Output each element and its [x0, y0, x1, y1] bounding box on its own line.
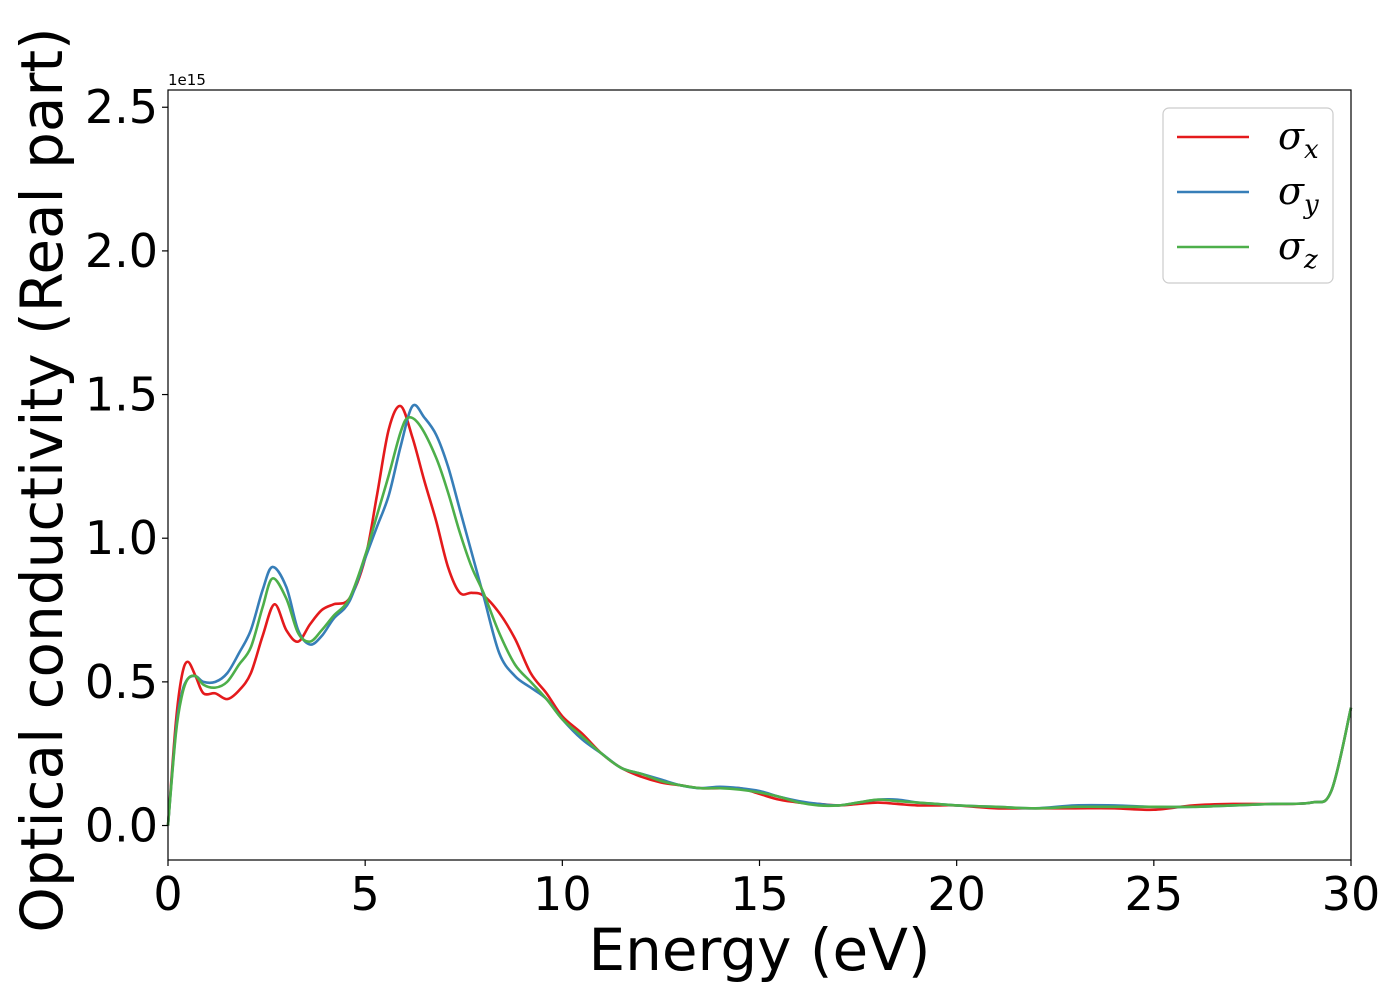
legend-symbol: σ: [1278, 114, 1305, 158]
y-tick-label: 1.5: [85, 368, 158, 422]
x-tick-label: 0: [153, 867, 182, 921]
y-axis-title: Optical conductivity (Real part): [8, 27, 76, 932]
legend-label-x: σx: [1278, 114, 1319, 165]
y-tick-label: 2.5: [85, 80, 158, 134]
legend-symbol: σ: [1278, 169, 1305, 213]
y-tick-label: 2.0: [85, 224, 158, 278]
legend-label-z: σz: [1278, 224, 1318, 275]
legend-subscript: x: [1304, 135, 1319, 165]
legend-box: [1162, 107, 1334, 284]
y-tick-label: 0.5: [85, 655, 158, 709]
y-offset-label: 1e15: [168, 71, 206, 89]
y-tick-label: 0.0: [85, 799, 158, 853]
legend-subscript: y: [1303, 190, 1319, 220]
legend-subscript: z: [1303, 245, 1318, 275]
series-layer: [166, 403, 1353, 826]
legend-symbol: σ: [1278, 224, 1305, 268]
series-line-x: [166, 404, 1353, 826]
x-tick-label: 20: [927, 867, 986, 921]
series-line-z: [166, 416, 1353, 826]
x-tick-label: 25: [1125, 867, 1184, 921]
legend-label-y: σy: [1278, 169, 1319, 220]
y-axis: 0.0 0.5 1.0 1.5 2.0 2.5: [85, 80, 168, 853]
x-tick-label: 10: [533, 867, 592, 921]
x-tick-label: 30: [1322, 867, 1381, 921]
x-axis-title: Energy (eV): [588, 916, 930, 984]
x-axis: 0 5 10 15 20 25 30: [153, 860, 1380, 921]
x-tick-label: 15: [730, 867, 789, 921]
series-line-y: [166, 403, 1353, 826]
x-tick-label: 5: [351, 867, 380, 921]
y-tick-label: 1.0: [85, 511, 158, 565]
